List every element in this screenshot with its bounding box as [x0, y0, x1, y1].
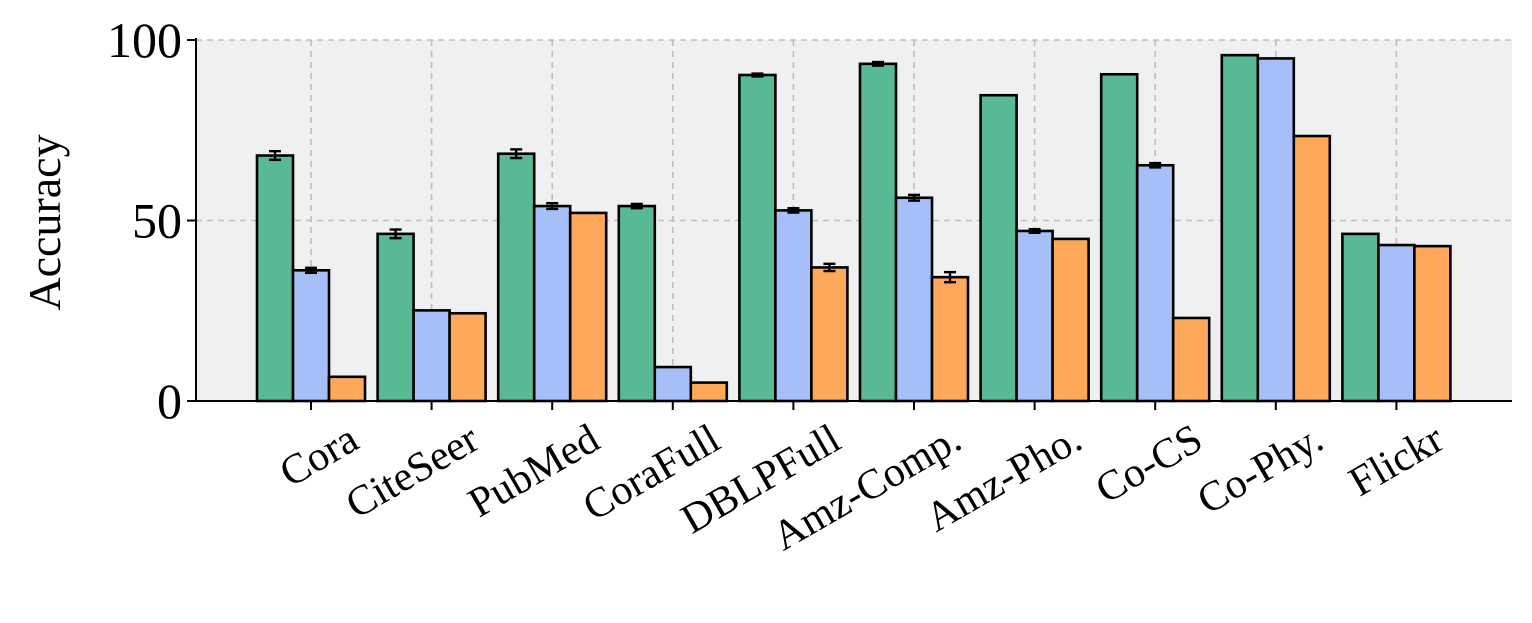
bar — [1171, 316, 1211, 403]
error-bar — [787, 207, 800, 214]
bar — [653, 365, 693, 403]
x-tick-label: CiteSeer — [338, 416, 486, 528]
bar — [255, 154, 295, 403]
bar — [1292, 134, 1332, 403]
y-axis-label: Accuracy — [19, 134, 70, 310]
bar — [1099, 72, 1139, 403]
bar — [1220, 53, 1260, 403]
error-bar — [944, 270, 956, 284]
bar — [979, 93, 1018, 403]
y-tick-label: 50 — [132, 193, 182, 249]
x-tick-labels: CoraCiteSeerPubMedCoraFullDBLPFullAmz-Co… — [272, 401, 1451, 560]
error-bar — [872, 60, 884, 67]
y-tick-label: 0 — [157, 373, 182, 429]
error-bar — [1028, 227, 1041, 234]
bar — [810, 266, 849, 403]
error-bar — [269, 149, 281, 162]
error-bar — [1149, 161, 1162, 169]
bar — [496, 152, 536, 403]
y-tick-label: 100 — [107, 12, 182, 68]
bar — [568, 211, 608, 403]
bar — [1377, 243, 1416, 403]
x-tick-label: Flickr — [1342, 416, 1452, 506]
bar — [738, 73, 777, 403]
bar — [1413, 244, 1452, 403]
bar — [412, 309, 451, 403]
bar — [1256, 57, 1296, 403]
error-bars — [269, 60, 1162, 284]
x-tick-label: Co-Phy. — [1190, 416, 1331, 524]
x-tick-label: PubMed — [461, 416, 607, 527]
bar — [448, 311, 487, 403]
x-tick-label: Co-CS — [1088, 416, 1210, 513]
error-bar — [630, 202, 643, 210]
bar — [617, 204, 657, 403]
bars — [255, 53, 1452, 403]
bar — [1015, 229, 1054, 403]
error-bar — [823, 262, 836, 273]
bar — [376, 232, 415, 403]
error-bar — [751, 72, 764, 78]
error-bar — [546, 201, 559, 211]
y-tick-labels: 0 50 100 — [107, 12, 196, 429]
bar — [930, 275, 970, 403]
error-bar — [389, 228, 402, 240]
bar — [858, 62, 898, 403]
bar — [774, 209, 813, 403]
bar — [1341, 232, 1380, 403]
bar — [327, 375, 367, 403]
error-bar — [510, 148, 523, 160]
bar — [689, 381, 729, 403]
bar — [1135, 163, 1175, 403]
error-bar — [305, 266, 317, 275]
bar — [894, 196, 934, 403]
error-bar — [908, 193, 920, 202]
bar — [1051, 237, 1090, 403]
bar — [532, 204, 572, 403]
bar — [291, 269, 331, 403]
